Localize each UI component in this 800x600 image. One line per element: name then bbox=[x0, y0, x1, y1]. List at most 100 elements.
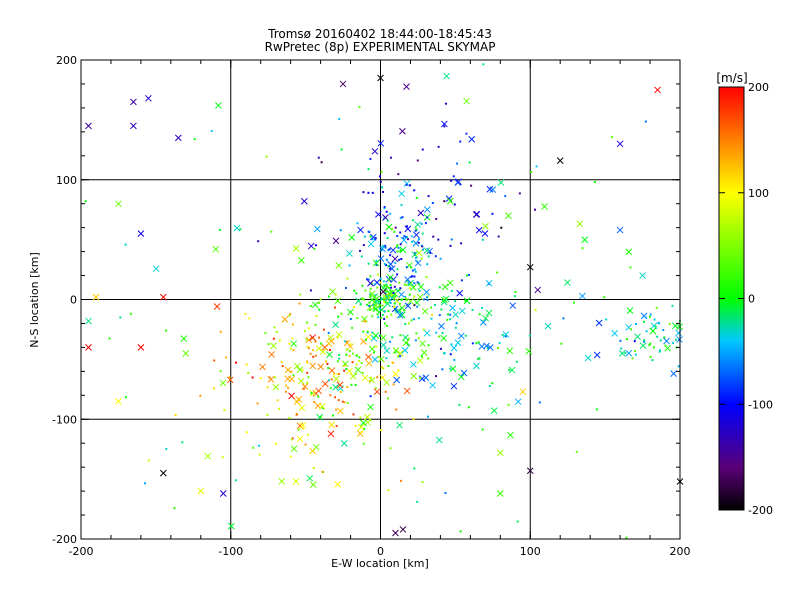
data-point-dot bbox=[496, 271, 499, 274]
data-point-dot bbox=[328, 379, 331, 382]
data-point-dot bbox=[452, 175, 455, 178]
data-point-cross bbox=[327, 334, 334, 342]
data-point-dot bbox=[443, 352, 446, 355]
data-point-dot bbox=[337, 399, 340, 402]
data-point-dot bbox=[422, 328, 425, 331]
data-point-dot bbox=[374, 283, 377, 286]
data-point-dot bbox=[290, 370, 293, 373]
data-point-dot bbox=[435, 217, 438, 220]
data-point-dot bbox=[334, 293, 337, 296]
data-point-dot bbox=[397, 355, 400, 358]
data-point-dot bbox=[400, 479, 403, 482]
data-point-dot bbox=[339, 390, 342, 393]
data-point-cross bbox=[334, 297, 342, 305]
data-point-cross bbox=[505, 212, 512, 220]
data-point-dot bbox=[387, 265, 390, 268]
data-point-dot bbox=[421, 148, 424, 151]
data-point-dot bbox=[402, 237, 405, 240]
data-point-dot bbox=[403, 309, 406, 312]
data-point-dot bbox=[340, 148, 343, 151]
data-point-dot bbox=[317, 395, 320, 398]
data-point-dot bbox=[280, 361, 283, 364]
data-point-dot bbox=[449, 353, 452, 356]
data-point-dot bbox=[425, 276, 428, 279]
data-point-cross bbox=[296, 435, 304, 443]
data-point-dot bbox=[498, 342, 501, 345]
data-point-dot bbox=[338, 353, 341, 356]
data-point-dot bbox=[244, 312, 247, 315]
data-point-dot bbox=[481, 238, 484, 241]
data-point-dot bbox=[252, 446, 255, 449]
data-point-dot bbox=[387, 296, 390, 299]
data-point-cross bbox=[335, 331, 343, 339]
data-point-cross bbox=[625, 349, 633, 357]
data-point-dot bbox=[481, 428, 484, 431]
data-point-dot bbox=[289, 455, 292, 458]
data-point-dot bbox=[218, 228, 221, 231]
data-point-dot bbox=[356, 317, 359, 320]
data-point-dot bbox=[368, 309, 371, 312]
data-point-dot bbox=[396, 268, 399, 271]
data-point-dot bbox=[314, 244, 317, 247]
data-point-dot bbox=[332, 414, 335, 417]
data-point-cross bbox=[290, 340, 298, 348]
data-point-cross bbox=[411, 251, 419, 258]
data-point-dot bbox=[362, 191, 365, 194]
data-point-dot bbox=[458, 403, 461, 406]
data-point-cross bbox=[227, 522, 235, 530]
data-point-dot bbox=[366, 330, 369, 333]
data-point-dot bbox=[416, 159, 419, 162]
data-point-cross bbox=[496, 490, 504, 497]
data-point-dot bbox=[327, 295, 330, 298]
data-point-dot bbox=[518, 192, 521, 195]
data-point-dot bbox=[354, 424, 357, 427]
data-point-dot bbox=[464, 334, 467, 337]
y-tick-label: -100 bbox=[52, 413, 77, 426]
data-point-dot bbox=[413, 304, 416, 307]
data-point-cross bbox=[419, 340, 426, 347]
data-point-dot bbox=[267, 343, 270, 346]
data-point-dot bbox=[534, 309, 537, 312]
data-point-dot bbox=[389, 284, 392, 287]
data-point-dot bbox=[508, 369, 511, 372]
data-point-dot bbox=[403, 283, 406, 286]
data-point-dot bbox=[360, 361, 363, 364]
data-point-cross bbox=[496, 449, 504, 457]
data-point-dot bbox=[430, 306, 433, 309]
data-point-dot bbox=[396, 235, 399, 238]
data-point-cross bbox=[335, 261, 343, 269]
data-point-dot bbox=[306, 381, 309, 384]
data-point-cross bbox=[281, 315, 289, 323]
data-point-dot bbox=[363, 235, 366, 238]
data-point-dot bbox=[449, 244, 452, 247]
data-point-dot bbox=[369, 293, 372, 296]
data-point-dot bbox=[439, 257, 442, 260]
data-point-dot bbox=[290, 438, 293, 441]
data-point-dot bbox=[465, 274, 468, 277]
data-point-dot bbox=[288, 416, 291, 419]
data-point-cross bbox=[418, 375, 426, 383]
data-point-dot bbox=[414, 339, 417, 342]
data-point-dot bbox=[369, 287, 372, 290]
colorbar-label: [m/s] bbox=[716, 71, 747, 85]
data-point-dot bbox=[388, 340, 391, 343]
data-point-dot bbox=[407, 238, 410, 241]
data-point-cross bbox=[219, 379, 227, 387]
data-point-dot bbox=[338, 357, 341, 360]
data-point-cross bbox=[507, 431, 514, 439]
data-point-cross bbox=[460, 369, 468, 377]
data-point-cross bbox=[369, 233, 377, 241]
data-point-dot bbox=[165, 329, 168, 332]
data-point-cross bbox=[334, 481, 342, 488]
data-point-cross bbox=[268, 351, 275, 358]
data-point-cross bbox=[435, 436, 443, 444]
data-point-dot bbox=[404, 297, 407, 300]
data-point-dot bbox=[272, 337, 275, 340]
data-point-dot bbox=[426, 296, 429, 299]
data-point-cross bbox=[449, 304, 456, 312]
data-point-dot bbox=[387, 489, 390, 492]
data-point-cross bbox=[489, 186, 497, 193]
data-point-dot bbox=[371, 331, 374, 334]
data-point-dot bbox=[477, 357, 480, 360]
data-point-cross bbox=[292, 478, 300, 485]
